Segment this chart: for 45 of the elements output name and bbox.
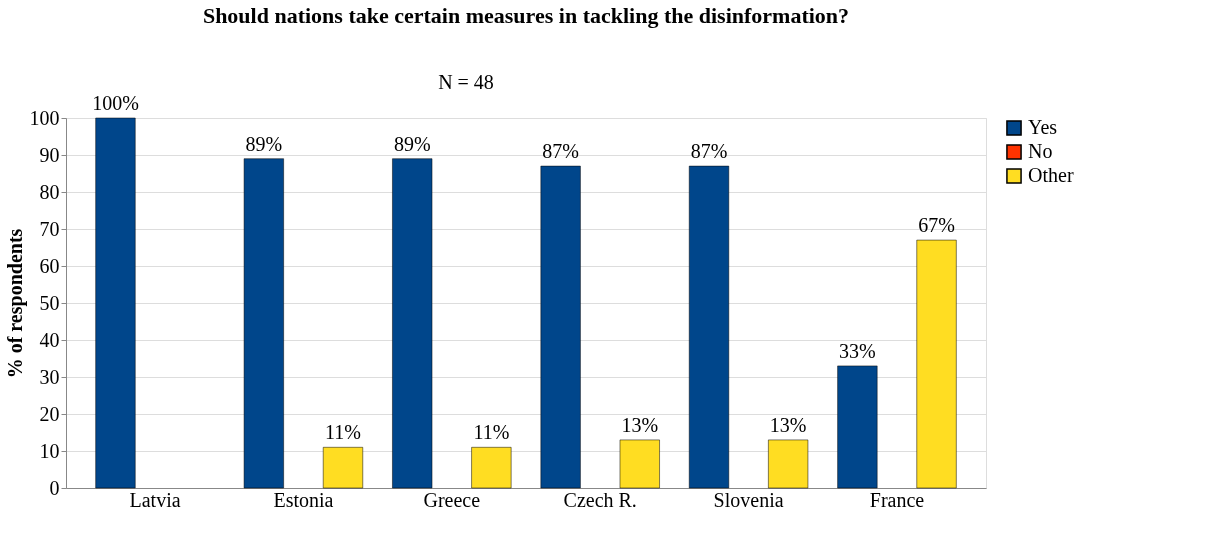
y-axis-title: % of respondents bbox=[3, 228, 27, 379]
x-tick-label: Latvia bbox=[129, 488, 181, 511]
bar bbox=[243, 158, 284, 489]
x-tick-label: Czech R. bbox=[563, 488, 637, 511]
data-label: 87% bbox=[542, 140, 579, 163]
y-tick-label: 0 bbox=[49, 476, 60, 499]
x-tick-label: France bbox=[869, 488, 925, 511]
bar bbox=[768, 439, 809, 489]
data-label: 67% bbox=[918, 214, 955, 237]
y-tick-label: 60 bbox=[39, 254, 60, 277]
y-tick-label: 20 bbox=[39, 402, 60, 425]
bar bbox=[916, 239, 957, 489]
chart-title: Should nations take certain measures in tackling the disinformation? bbox=[202, 3, 850, 28]
bar bbox=[540, 165, 581, 489]
x-tick-label: Slovenia bbox=[713, 488, 784, 511]
data-label: 89% bbox=[393, 132, 431, 155]
x-tick-label: Greece bbox=[423, 488, 481, 511]
y-tick-label: 40 bbox=[39, 328, 60, 351]
legend-label: Yes bbox=[1028, 116, 1058, 138]
bar bbox=[392, 158, 433, 489]
bar bbox=[837, 365, 878, 489]
bar bbox=[95, 117, 136, 489]
bar bbox=[322, 447, 364, 489]
data-label: 13% bbox=[769, 413, 807, 436]
y-tick-label: 70 bbox=[39, 217, 60, 240]
data-label: 87% bbox=[690, 140, 728, 163]
y-tick-label: 80 bbox=[39, 180, 60, 203]
data-label: 13% bbox=[621, 413, 659, 436]
y-tick-label: 10 bbox=[39, 439, 60, 462]
y-tick-label: 50 bbox=[39, 291, 60, 314]
data-label: 11% bbox=[473, 421, 510, 444]
data-label: 33% bbox=[839, 339, 876, 362]
y-tick-label: 90 bbox=[39, 143, 60, 166]
data-label: 100% bbox=[92, 92, 139, 114]
x-tick-label: Estonia bbox=[273, 488, 334, 511]
bar bbox=[688, 165, 730, 489]
text: N = 48 bbox=[438, 71, 494, 93]
data-label: 11% bbox=[325, 421, 361, 444]
data-label: 89% bbox=[245, 132, 283, 155]
bar bbox=[471, 447, 512, 489]
legend-label: Other bbox=[1028, 164, 1074, 186]
legend-label: No bbox=[1028, 140, 1053, 162]
bar bbox=[619, 439, 660, 489]
y-tick-label: 30 bbox=[39, 365, 60, 388]
y-tick-label: 100 bbox=[29, 106, 60, 129]
